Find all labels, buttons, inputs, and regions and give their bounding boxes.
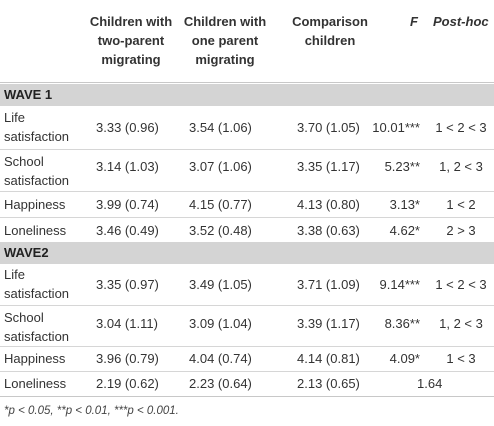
- cell-posthoc: 1 < 2: [446, 197, 476, 212]
- cell-one-parent: 2.23 (0.64): [189, 376, 252, 391]
- row-label: Happiness: [4, 197, 66, 212]
- header-rule: [0, 82, 494, 83]
- cell-one-parent: 3.49 (1.05): [189, 277, 252, 292]
- row-label: Life satisfaction: [4, 108, 69, 146]
- cell-f: 4.62*: [389, 223, 420, 238]
- row-label: Happiness: [4, 351, 66, 366]
- cell-comparison: 3.39 (1.17): [297, 316, 360, 331]
- cell-f: 8.36**: [384, 316, 420, 331]
- row-label-line1: Life: [4, 267, 25, 282]
- table-bottom-rule: [0, 396, 494, 397]
- header-two-parent-line2: two-parent: [97, 33, 165, 48]
- cell-comparison: 2.13 (0.65): [297, 376, 360, 391]
- cell-comparison: 3.38 (0.63): [297, 223, 360, 238]
- cell-posthoc: 1, 2 < 3: [439, 316, 483, 331]
- cell-f: 9.14***: [379, 277, 420, 292]
- cell-one-parent: 3.09 (1.04): [189, 316, 252, 331]
- row-divider: [0, 371, 494, 372]
- row-label-line2: satisfaction: [4, 329, 70, 344]
- row-divider: [0, 305, 494, 306]
- cell-posthoc: 1, 2 < 3: [439, 159, 483, 174]
- cell-comparison: 3.70 (1.05): [297, 120, 360, 135]
- row-label-line2: satisfaction: [4, 173, 70, 188]
- cell-two-parent: 3.14 (1.03): [96, 159, 159, 174]
- footnote: *p < 0.05, **p < 0.01, ***p < 0.001.: [4, 405, 179, 417]
- cell-two-parent: 2.19 (0.62): [96, 376, 159, 391]
- row-divider: [0, 217, 494, 218]
- cell-comparison: 3.71 (1.09): [297, 277, 360, 292]
- header-comparison-line1: Comparison: [292, 14, 368, 29]
- wave2-band: WAVE2: [0, 242, 494, 264]
- cell-f: 3.13*: [389, 197, 420, 212]
- header-two-parent: Children with two-parent migrating: [87, 12, 175, 69]
- row-label-line1: School: [4, 154, 44, 169]
- cell-two-parent: 3.99 (0.74): [96, 197, 159, 212]
- header-f: F: [410, 14, 418, 29]
- header-comparison-line2: children: [304, 33, 356, 48]
- cell-comparison: 4.14 (0.81): [297, 351, 360, 366]
- row-label: Life satisfaction: [4, 265, 69, 303]
- header-two-parent-line1: Children with: [89, 14, 173, 29]
- wave1-band: WAVE 1: [0, 84, 494, 106]
- row-label: Loneliness: [4, 223, 67, 238]
- row-divider: [0, 149, 494, 150]
- row-divider: [0, 191, 494, 192]
- cell-one-parent: 3.54 (1.06): [189, 120, 252, 135]
- cell-f: 4.09*: [389, 351, 420, 366]
- header-one-parent-line2: one parent: [191, 33, 259, 48]
- cell-one-parent: 3.07 (1.06): [189, 159, 252, 174]
- cell-one-parent: 3.52 (0.48): [189, 223, 252, 238]
- cell-two-parent: 3.04 (1.11): [96, 316, 158, 331]
- cell-one-parent: 4.15 (0.77): [189, 197, 252, 212]
- row-label-line2: satisfaction: [4, 286, 70, 301]
- header-one-parent: Children with one parent migrating: [172, 12, 278, 69]
- wave2-label: WAVE2: [4, 245, 49, 260]
- row-label: Loneliness: [4, 376, 67, 391]
- wave1-label: WAVE 1: [4, 87, 53, 102]
- cell-one-parent: 4.04 (0.74): [189, 351, 252, 366]
- cell-posthoc: 1 < 2 < 3: [435, 277, 487, 292]
- cell-posthoc: 2 > 3: [446, 223, 476, 238]
- row-label: School satisfaction: [4, 308, 69, 346]
- header-posthoc: Post-hoc: [433, 14, 489, 29]
- cell-f: 5.23**: [384, 159, 420, 174]
- row-label: School satisfaction: [4, 152, 69, 190]
- row-label-line2: satisfaction: [4, 129, 70, 144]
- cell-two-parent: 3.46 (0.49): [96, 223, 159, 238]
- row-label-line1: Life: [4, 110, 25, 125]
- table-header: Children with two-parent migrating Child…: [0, 0, 494, 82]
- header-one-parent-line3: migrating: [195, 52, 255, 67]
- cell-comparison: 4.13 (0.80): [297, 197, 360, 212]
- header-two-parent-line3: migrating: [101, 52, 161, 67]
- cell-f: 1.64: [417, 376, 443, 391]
- cell-posthoc: 1 < 2 < 3: [435, 120, 487, 135]
- cell-two-parent: 3.35 (0.97): [96, 277, 159, 292]
- header-one-parent-line1: Children with: [183, 14, 267, 29]
- row-divider: [0, 346, 494, 347]
- header-comparison: Comparison children: [280, 12, 380, 50]
- cell-posthoc: 1 < 3: [446, 351, 476, 366]
- cell-two-parent: 3.96 (0.79): [96, 351, 159, 366]
- row-label-line1: School: [4, 310, 44, 325]
- cell-f: 10.01***: [372, 120, 420, 135]
- cell-comparison: 3.35 (1.17): [297, 159, 360, 174]
- cell-two-parent: 3.33 (0.96): [96, 120, 159, 135]
